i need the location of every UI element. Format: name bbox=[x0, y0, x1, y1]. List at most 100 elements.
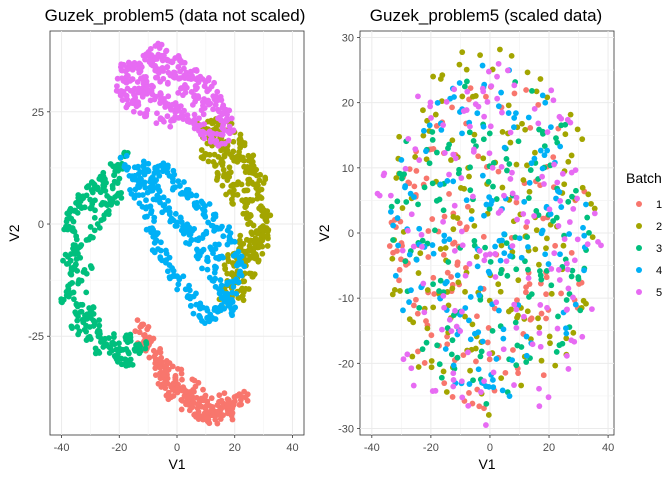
panel-right-point-batch-5 bbox=[453, 323, 460, 330]
panel-left-point-batch-2 bbox=[218, 156, 225, 163]
panel-right-point-batch-4 bbox=[444, 178, 451, 184]
panel-right-point-batch-2 bbox=[468, 207, 475, 214]
panel-right-point-batch-3 bbox=[402, 258, 409, 265]
panel-right-point-batch-5 bbox=[489, 164, 496, 171]
panel-left-point-batch-4 bbox=[237, 268, 244, 275]
panel-right-point-batch-3 bbox=[486, 205, 493, 212]
panel-right-point-batch-1 bbox=[396, 266, 403, 273]
panel-left-point-batch-4 bbox=[156, 172, 163, 179]
panel-right-point-batch-1 bbox=[423, 175, 430, 182]
panel-right-point-batch-4 bbox=[523, 352, 530, 359]
panel-left-point-batch-3 bbox=[111, 194, 118, 201]
panel-right-point-batch-4 bbox=[539, 92, 546, 99]
panel-left-point-batch-4 bbox=[142, 184, 149, 191]
panel-left-point-batch-5 bbox=[169, 59, 176, 65]
panel-left-y-ticks: -25 0 25 bbox=[28, 107, 50, 343]
panel-left-point-batch-1 bbox=[163, 392, 170, 399]
panel-left-point-batch-3 bbox=[65, 283, 71, 289]
panel-right-point-batch-5 bbox=[509, 243, 516, 249]
panel-left-point-batch-5 bbox=[164, 64, 171, 70]
panel-right-point-batch-1 bbox=[428, 332, 435, 339]
panel-left-point-batch-2 bbox=[236, 149, 242, 155]
panel-right-point-batch-3 bbox=[432, 227, 438, 234]
panel-right-point-batch-3 bbox=[403, 199, 410, 205]
panel-left-point-batch-5 bbox=[181, 59, 188, 66]
panel-right-point-batch-5 bbox=[546, 206, 553, 213]
panel-left-point-batch-4 bbox=[167, 275, 173, 282]
panel-right-point-batch-5 bbox=[452, 307, 458, 314]
panel-left-point-batch-2 bbox=[262, 216, 269, 223]
panel-right-point-batch-5 bbox=[475, 103, 482, 110]
panel-left-point-batch-4 bbox=[220, 233, 227, 240]
panel-left-point-batch-2 bbox=[259, 232, 266, 238]
panel-left-point-batch-4 bbox=[139, 192, 146, 198]
panel-right-point-batch-5 bbox=[503, 258, 510, 264]
panel-left-point-batch-5 bbox=[216, 108, 222, 115]
panel-right-point-batch-5 bbox=[458, 175, 465, 181]
panel-left-point-batch-3 bbox=[96, 322, 103, 329]
panel-right-point-batch-2 bbox=[519, 120, 525, 127]
panel-left-point-batch-4 bbox=[203, 305, 210, 312]
panel-left-point-batch-3 bbox=[75, 192, 82, 198]
panel-left-point-batch-3 bbox=[100, 182, 107, 189]
panel-left-point-batch-3 bbox=[91, 214, 98, 221]
panel-right-point-batch-3 bbox=[535, 212, 542, 219]
panel-right-point-batch-4 bbox=[545, 261, 552, 267]
panel-right-point-batch-3 bbox=[563, 297, 570, 303]
panel-right-point-batch-4 bbox=[506, 393, 513, 400]
panel-right-point-batch-3 bbox=[455, 170, 462, 177]
panel-left-point-batch-2 bbox=[249, 197, 255, 204]
panel-left-point-batch-4 bbox=[150, 180, 157, 186]
panel-left-point-batch-1 bbox=[172, 374, 179, 381]
panel-left-point-batch-4 bbox=[186, 287, 193, 294]
panel-left-point-batch-5 bbox=[177, 68, 184, 75]
panel-right-point-batch-4 bbox=[459, 130, 465, 137]
panel-left-point-batch-4 bbox=[204, 257, 210, 264]
panel-right-point-batch-1 bbox=[543, 291, 549, 298]
panel-right-point-batch-4 bbox=[387, 208, 394, 215]
panel-right-point-batch-1 bbox=[425, 228, 432, 234]
panel-right-point-batch-4 bbox=[557, 143, 564, 150]
panel-right-point-batch-4 bbox=[501, 144, 508, 151]
panel-right-point-batch-2 bbox=[535, 315, 541, 322]
panel-left-point-batch-2 bbox=[236, 237, 243, 244]
panel-right-point-batch-4 bbox=[486, 270, 493, 277]
panel-left-point-batch-3 bbox=[103, 342, 110, 349]
panel-left-point-batch-1 bbox=[152, 357, 159, 363]
panel-right-point-batch-5 bbox=[459, 394, 466, 401]
panel-left-point-batch-2 bbox=[260, 207, 266, 213]
panel-right-point-batch-2 bbox=[449, 137, 456, 144]
panel-left-point-batch-2 bbox=[243, 236, 250, 243]
panel-left-point-batch-4 bbox=[211, 227, 217, 234]
panel-right-point-batch-1 bbox=[474, 313, 480, 320]
panel-left-point-batch-1 bbox=[191, 388, 197, 395]
panel-left-point-batch-3 bbox=[96, 176, 103, 182]
panel-left-point-batch-5 bbox=[192, 86, 199, 93]
panel-right-point-batch-5 bbox=[492, 251, 499, 257]
panel-right-point-batch-1 bbox=[406, 166, 413, 172]
panel-right-point-batch-5 bbox=[544, 304, 550, 311]
panel-right-point-batch-5 bbox=[416, 157, 423, 163]
panel-right-point-batch-2 bbox=[450, 226, 457, 233]
panel-right-point-batch-4 bbox=[544, 147, 551, 154]
panel-right-point-batch-2 bbox=[420, 132, 427, 139]
panel-left-point-batch-5 bbox=[177, 103, 184, 110]
panel-left-point-batch-5 bbox=[165, 69, 172, 76]
panel-left-point-batch-4 bbox=[222, 291, 228, 298]
panel-right-point-batch-3 bbox=[419, 237, 426, 244]
panel-left-point-batch-4 bbox=[199, 265, 205, 272]
panel-left-point-batch-3 bbox=[93, 348, 100, 355]
panel-right-point-batch-4 bbox=[521, 198, 528, 205]
panel-right-point-batch-4 bbox=[513, 110, 519, 117]
panel-right-point-batch-2 bbox=[437, 246, 444, 252]
panel-left-point-batch-2 bbox=[219, 162, 226, 169]
panel-left-point-batch-4 bbox=[186, 282, 192, 289]
panel-right-point-batch-1 bbox=[481, 405, 487, 412]
panel-left-point-batch-1 bbox=[229, 405, 236, 412]
panel-left-point-batch-4 bbox=[168, 215, 175, 222]
panel-right-point-batch-1 bbox=[394, 248, 400, 254]
panel-left-point-batch-4 bbox=[199, 206, 206, 213]
panel-left-point-batch-3 bbox=[62, 251, 69, 258]
panel-left-point-batch-3 bbox=[97, 189, 104, 196]
panel-right-point-batch-3 bbox=[426, 160, 433, 167]
